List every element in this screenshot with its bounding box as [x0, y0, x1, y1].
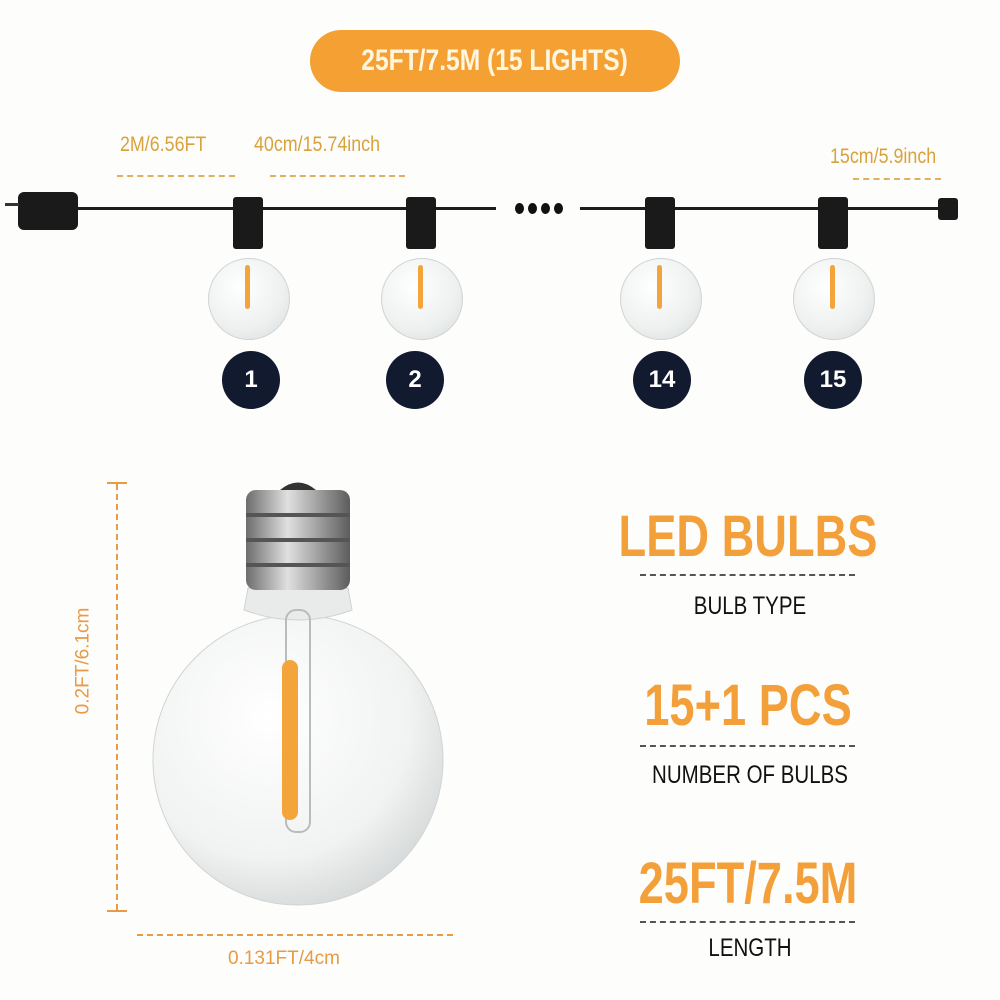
bulb-number-badge: 15 [804, 351, 862, 409]
filament [830, 265, 835, 309]
socket-icon [645, 197, 675, 249]
end-cord-dash [853, 178, 941, 180]
ellipsis-dot [554, 203, 563, 214]
ellipsis-dot [528, 203, 537, 214]
filament [245, 265, 250, 309]
spacing-label: 40cm/15.74inch [254, 133, 381, 156]
socket-icon [818, 197, 848, 249]
filament [657, 265, 662, 309]
width-dimension-line [137, 934, 453, 936]
ellipsis-dot [515, 203, 524, 214]
spec-divider [640, 745, 855, 747]
spec-label-length: LENGTH [708, 934, 792, 962]
spacing-dash [270, 175, 405, 177]
title-text: 25FT/7.5M (15 LIGHTS) [361, 44, 629, 77]
cord-right [580, 207, 940, 210]
large-bulb-icon [152, 482, 444, 906]
spec-value-bulb-type: LED BULBS [618, 504, 878, 569]
ellipsis-dot [541, 203, 550, 214]
dimension-cap [107, 482, 127, 484]
filament [418, 265, 423, 309]
cord-left [78, 207, 496, 210]
end-connector-icon [938, 198, 958, 220]
end-cord-label: 15cm/5.9inch [830, 145, 937, 168]
spec-value-count: 15+1 PCS [644, 673, 852, 738]
plug-prong [5, 203, 19, 206]
spec-label-count: NUMBER OF BULBS [652, 761, 848, 789]
lead-cord-label: 2M/6.56FT [120, 133, 207, 156]
spec-divider [640, 921, 855, 923]
socket-icon [233, 197, 263, 249]
spec-value-length: 25FT/7.5M [638, 851, 858, 916]
bulb-number-badge: 1 [222, 351, 280, 409]
plug-icon [18, 192, 78, 230]
bulb-height-label: 0.2FT/6.1cm [72, 607, 94, 715]
spec-divider [640, 574, 855, 576]
lead-cord-dash [117, 175, 235, 177]
socket-icon [406, 197, 436, 249]
bulb-number-badge: 14 [633, 351, 691, 409]
height-dimension-line [116, 484, 118, 910]
bulb-number-badge: 2 [386, 351, 444, 409]
title-banner: 25FT/7.5M (15 LIGHTS) [310, 30, 680, 92]
bulb-width-label: 0.131FT/4cm [228, 948, 340, 969]
dimension-cap [107, 910, 127, 912]
spec-label-bulb-type: BULB TYPE [693, 592, 807, 620]
